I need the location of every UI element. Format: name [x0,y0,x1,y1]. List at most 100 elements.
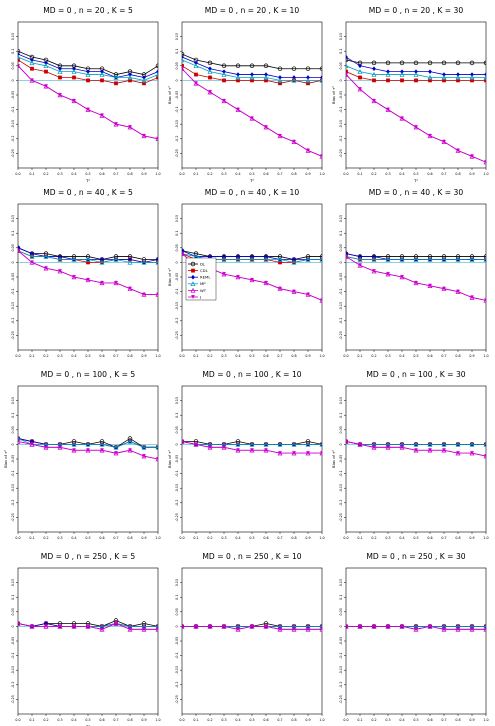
x-tick-label: 0.7 [277,172,282,176]
x-tick-label: 0.4 [399,718,404,722]
panel-title: MD = 0 , n = 250 , K = 5 [41,552,136,561]
x-tick-label: 0.0 [179,354,184,358]
y-tick-label: -0.1 [11,288,15,294]
x-tick-label: 0.3 [221,354,226,358]
data-point-j [428,448,432,453]
y-tick-label: -0.2 [339,136,343,142]
data-point-j [386,107,390,112]
series-line-dl [182,53,322,70]
x-tick-label: 0.3 [221,172,226,176]
x-tick-label: 0.2 [207,354,212,358]
x-tick-label: 0.5 [85,172,90,176]
x-tick-label: 0.8 [291,354,296,358]
data-point-mp [29,60,35,66]
data-point-mp [263,256,269,262]
data-point-reml [128,257,132,262]
y-tick-label: -0.25 [339,513,343,522]
data-point-j [222,445,226,450]
legend-label-j: J [199,294,201,299]
plot-area [182,621,322,632]
y-tick-label: 0.05 [11,426,15,433]
data-point-j [358,87,362,92]
data-point-j [346,439,348,444]
x-tick-label: 0.6 [99,536,104,540]
x-tick-label: 0.6 [99,354,104,358]
x-tick-label: 0.5 [413,354,418,358]
y-tick-label: 0.15 [11,579,15,586]
data-point-reml [18,51,20,57]
data-point-cdl [30,66,34,71]
y-tick-label: 0.05 [175,62,179,69]
data-point-mp [113,444,119,450]
data-point-mp [455,74,461,80]
panel-12: MD = 0 , n = 250 , K = 30 -0.25 -0.2 -0.15 -… [339,552,489,722]
y-axis-label: Bias of τ² [167,450,172,468]
y-tick-label: 0.15 [11,215,15,222]
y-tick-label: -0.05 [11,91,15,100]
y-tick-label: 0.1 [339,595,343,600]
x-tick-label: 0.7 [441,172,446,176]
y-tick-label: -0.05 [175,91,179,100]
data-point-j [470,451,474,456]
x-tick-label: 0.4 [71,172,76,176]
data-point-cdl [236,78,240,83]
x-tick-label: 0.9 [141,354,146,358]
panel-2: MD = 0 , n = 20 , K = 10 -0.25 -0.2 -0.15 -0… [167,6,325,183]
data-point-j [372,269,376,274]
data-point-j [456,627,460,632]
panel-8: MD = 0 , n = 100 , K = 10 -0.25 -0.2 -0.15 -… [167,370,325,540]
x-tick-label: 0.0 [179,718,184,722]
plot-frame [181,385,323,533]
data-point-mp [483,441,486,447]
x-tick-label: 0.9 [305,536,310,540]
data-point-j [86,278,90,282]
x-tick-label: 0.4 [71,354,76,358]
y-tick-label: -0.05 [175,637,179,646]
data-point-j [18,621,20,626]
data-point-dl [371,60,377,66]
series-line-reml [18,53,158,78]
y-tick-label: -0.2 [175,500,179,506]
data-point-j [386,445,390,450]
data-point-j [222,98,226,103]
y-tick-label: -0.1 [339,470,343,476]
x-tick-label: 0.7 [277,354,282,358]
data-point-j [142,133,146,138]
x-tick-label: 0.6 [427,172,432,176]
x-tick-label: 0.8 [455,172,460,176]
data-point-cdl [278,260,282,265]
y-tick-label: -0.05 [175,273,179,282]
data-point-mp [346,63,349,69]
data-point-j [58,93,62,97]
data-point-cdl [400,78,404,83]
x-tick-label: 0.6 [99,718,104,722]
x-tick-label: 0.7 [113,172,118,176]
data-point-reml [100,69,104,74]
x-tick-label: 1.0 [155,172,160,176]
data-point-mp [483,256,486,262]
data-point-dl [483,254,486,259]
data-point-reml [292,75,296,80]
panel-3: MD = 0 , n = 20 , K = 30 -0.25 -0.2 -0.15 -0… [331,6,489,183]
data-point-cdl [372,78,376,83]
data-point-mp [371,71,377,77]
data-point-reml [320,75,322,80]
data-point-cdl [428,78,432,83]
series-line-mp [346,256,486,260]
y-tick-label: 0.1 [11,49,15,54]
x-tick-label: 0.8 [291,172,296,176]
y-tick-label: 0.15 [339,33,343,40]
y-tick-label: 0 [175,79,179,81]
data-point-j [470,295,474,300]
data-point-reml [236,72,240,77]
x-tick-label: 0.5 [413,718,418,722]
data-point-mp [399,71,405,77]
data-point-mp [155,259,158,265]
data-point-mp [305,441,311,447]
x-tick-label: 1.0 [319,172,324,176]
panel-5: MD = 0 , n = 40 , K = 10 -0.25 -0.2 -0.15 -0… [167,188,325,358]
series-line-dl [18,247,158,260]
x-tick-label: 0.5 [249,718,254,722]
data-point-cdl [208,75,212,80]
y-tick-label: 0.05 [175,426,179,433]
